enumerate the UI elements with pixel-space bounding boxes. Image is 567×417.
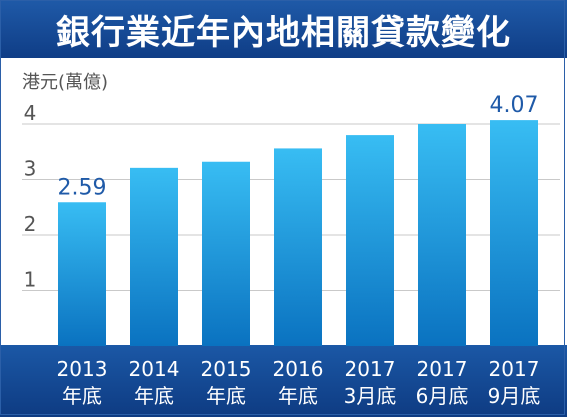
y-tick-label: 4 xyxy=(24,101,37,125)
y-axis-label: 港元(萬億) xyxy=(22,72,108,93)
y-tick-label: 1 xyxy=(24,268,37,292)
x-tick-label: 年底 xyxy=(206,384,246,408)
bar xyxy=(274,148,322,346)
bar xyxy=(202,161,250,346)
x-tick-label: 2013 xyxy=(57,357,108,381)
data-label: 2.59 xyxy=(58,175,107,200)
x-tick-label: 2017 xyxy=(489,357,540,381)
x-tick-label: 2016 xyxy=(273,357,324,381)
x-tick-label: 2017 xyxy=(345,357,396,381)
bar xyxy=(346,135,394,346)
bar xyxy=(418,124,466,346)
x-tick-label: 2017 xyxy=(417,357,468,381)
x-tick-label: 6月底 xyxy=(416,384,469,408)
y-tick-label: 2 xyxy=(24,212,37,236)
x-tick-label: 年底 xyxy=(278,384,318,408)
x-tick-label: 2015 xyxy=(201,357,252,381)
x-tick-label: 年底 xyxy=(62,384,102,408)
data-label: 4.07 xyxy=(490,93,539,118)
x-tick-label: 2014 xyxy=(129,357,180,381)
x-tick-label: 9月底 xyxy=(488,384,541,408)
bar xyxy=(490,120,538,347)
x-tick-label: 3月底 xyxy=(344,384,397,408)
bar xyxy=(58,202,106,346)
x-tick-label: 年底 xyxy=(134,384,174,408)
chart-title: 銀行業近年內地相關貸款變化 xyxy=(0,0,567,58)
y-tick-label: 3 xyxy=(24,157,37,181)
x-axis-band xyxy=(0,345,567,417)
bar xyxy=(130,167,178,346)
